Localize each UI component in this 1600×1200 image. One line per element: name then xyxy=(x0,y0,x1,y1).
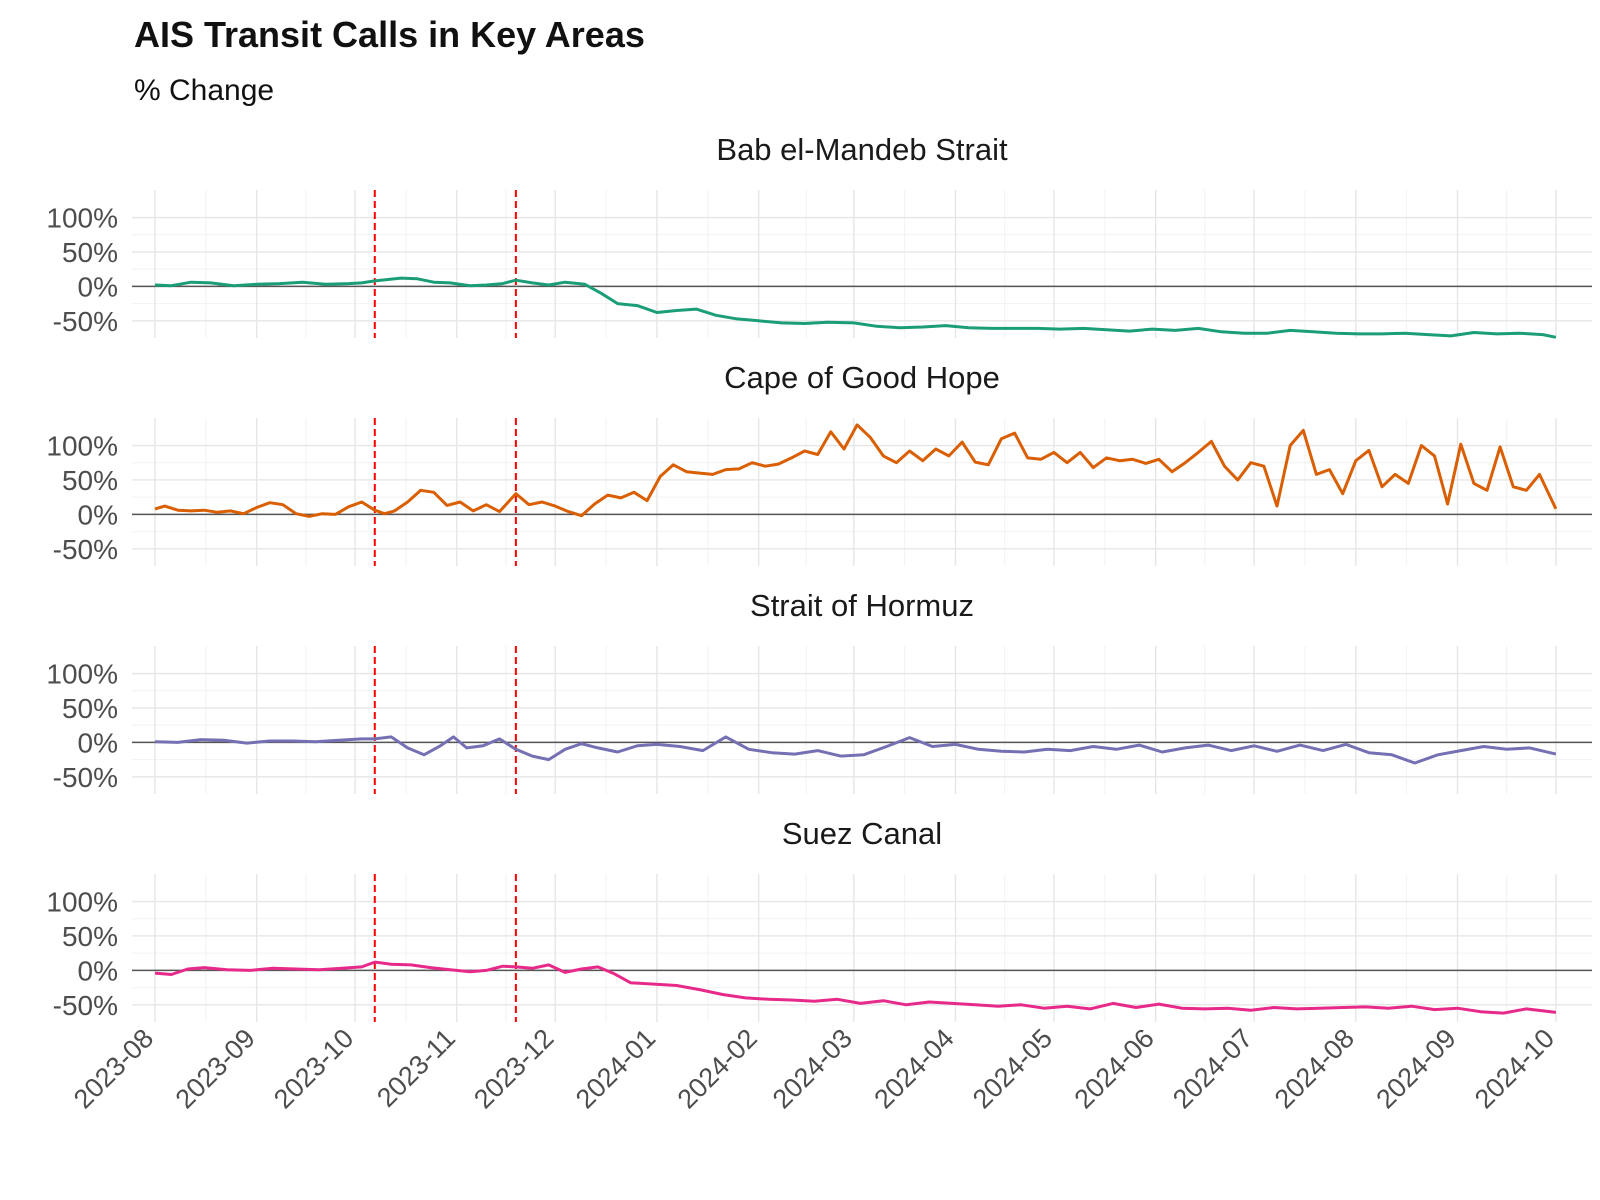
x-tick-label: 2023-12 xyxy=(468,1023,559,1114)
y-tick-label: 0% xyxy=(78,955,118,986)
y-tick-label: 100% xyxy=(46,887,118,918)
x-tick-label: 2024-08 xyxy=(1269,1023,1360,1114)
x-tick-label: 2024-06 xyxy=(1069,1023,1160,1114)
series-line xyxy=(154,423,1558,518)
y-tick-label: 50% xyxy=(62,465,118,496)
y-tick-label: -50% xyxy=(53,990,118,1021)
y-tick-label: 0% xyxy=(78,727,118,758)
facet-panel: Cape of Good Hope 100%50%0% -50% xyxy=(46,360,1592,566)
x-tick-label: 2023-11 xyxy=(371,1023,461,1113)
y-tick-label: 100% xyxy=(46,659,118,690)
x-tick-label: 2024-09 xyxy=(1370,1023,1461,1114)
x-tick-label: 2024-01 xyxy=(570,1023,661,1114)
y-tick-label: 100% xyxy=(46,203,118,234)
series-line xyxy=(154,960,1557,1015)
series-line xyxy=(154,735,1557,765)
x-tick-label: 2023-09 xyxy=(170,1023,261,1114)
facet-label: Cape of Good Hope xyxy=(724,360,1000,395)
y-tick-label: -50% xyxy=(53,306,118,337)
series-line xyxy=(154,276,1557,339)
x-tick-label: 2024-03 xyxy=(767,1023,858,1114)
chart-title: AIS Transit Calls in Key Areas xyxy=(134,14,645,55)
facet-label: Strait of Hormuz xyxy=(750,588,974,623)
x-axis: 2023-08 2023-09 2023-10 2023-11 2023-12 2024-… xyxy=(68,1023,1560,1114)
chart-subtitle: % Change xyxy=(134,74,274,107)
x-tick-label: 2024-04 xyxy=(868,1023,959,1114)
y-tick-label: 50% xyxy=(62,693,118,724)
facet-label: Bab el-Mandeb Strait xyxy=(716,132,1008,167)
x-tick-label: 2024-07 xyxy=(1167,1023,1258,1114)
y-tick-label: -50% xyxy=(53,534,118,565)
x-tick-label: 2023-10 xyxy=(268,1023,359,1114)
facet-panel: Bab el-Mandeb Strait 100%50%0% -50% xyxy=(46,132,1592,339)
y-tick-label: 0% xyxy=(78,271,118,302)
x-tick-label: 2024-05 xyxy=(967,1023,1058,1114)
x-tick-label: 2024-10 xyxy=(1469,1023,1560,1114)
y-tick-label: 0% xyxy=(78,499,118,530)
facet-panel: Suez Canal 100%50%0% -50% xyxy=(46,816,1592,1022)
facet-panel: Strait of Hormuz 100%50%0% -50% xyxy=(46,588,1592,794)
x-tick-label: 2023-08 xyxy=(68,1023,159,1114)
x-tick-label: 2024-02 xyxy=(672,1023,763,1114)
y-tick-label: 50% xyxy=(62,921,118,952)
y-tick-label: -50% xyxy=(53,762,118,793)
facet-label: Suez Canal xyxy=(782,816,942,851)
y-tick-label: 100% xyxy=(46,431,118,462)
y-tick-label: 50% xyxy=(62,237,118,268)
